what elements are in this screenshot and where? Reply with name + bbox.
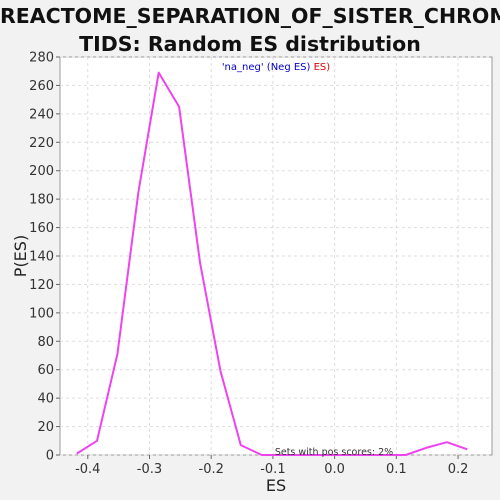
x-tick-label: -0.4 (75, 462, 100, 477)
y-tick-label: 20 (37, 420, 54, 435)
y-axis-label: P(ES) (11, 235, 30, 277)
y-tick-label: 40 (37, 392, 54, 407)
y-tick-label: 80 (37, 335, 54, 350)
y-tick-label: 60 (37, 363, 54, 378)
x-tick-label: 0.0 (324, 462, 345, 477)
y-tick-label: 120 (29, 278, 54, 293)
legend: 'na_neg' (Neg ES) ES) (222, 62, 330, 73)
y-tick-label: 200 (29, 164, 54, 179)
x-axis-ticks: -0.4 -0.3 -0.2 -0.1 0.0 0.1 0.2 (75, 455, 468, 477)
x-axis-label: ES (266, 476, 286, 495)
series-line (76, 71, 468, 456)
chart-title: REACTOME_SEPARATION_OF_SISTER_CHROMA TID… (0, 2, 500, 58)
y-tick-label: 100 (29, 306, 54, 321)
y-axis-ticks: 0 20 40 60 80 100 120 140 160 180 200 220 240 260 280 (29, 51, 60, 464)
chart-title-line-2: TIDS: Random ES distribution (79, 32, 421, 56)
legend-es-label: ES) (310, 62, 330, 73)
x-tick-label: 0.1 (386, 462, 407, 477)
x-tick-label: -0.3 (137, 462, 162, 477)
y-tick-label: 180 (29, 193, 54, 208)
x-tick-label: 0.2 (448, 462, 469, 477)
x-tick-label: -0.2 (199, 462, 224, 477)
x-tick-label: -0.1 (260, 462, 285, 477)
legend-series-label: 'na_neg' (Neg ES) (222, 62, 311, 73)
series-layer (76, 71, 468, 456)
grid-lines (60, 56, 492, 456)
y-tick-label: 220 (29, 136, 54, 151)
y-tick-label: 160 (29, 221, 54, 236)
y-tick-label: 0 (46, 449, 54, 464)
y-tick-label: 240 (29, 107, 54, 122)
chart-title-line-1: REACTOME_SEPARATION_OF_SISTER_CHROMA (0, 4, 500, 28)
pos-scores-annotation: Sets with pos scores: 2% (275, 447, 393, 458)
y-tick-label: 260 (29, 79, 54, 94)
y-tick-label: 140 (29, 250, 54, 265)
y-tick-label: 280 (29, 51, 54, 66)
